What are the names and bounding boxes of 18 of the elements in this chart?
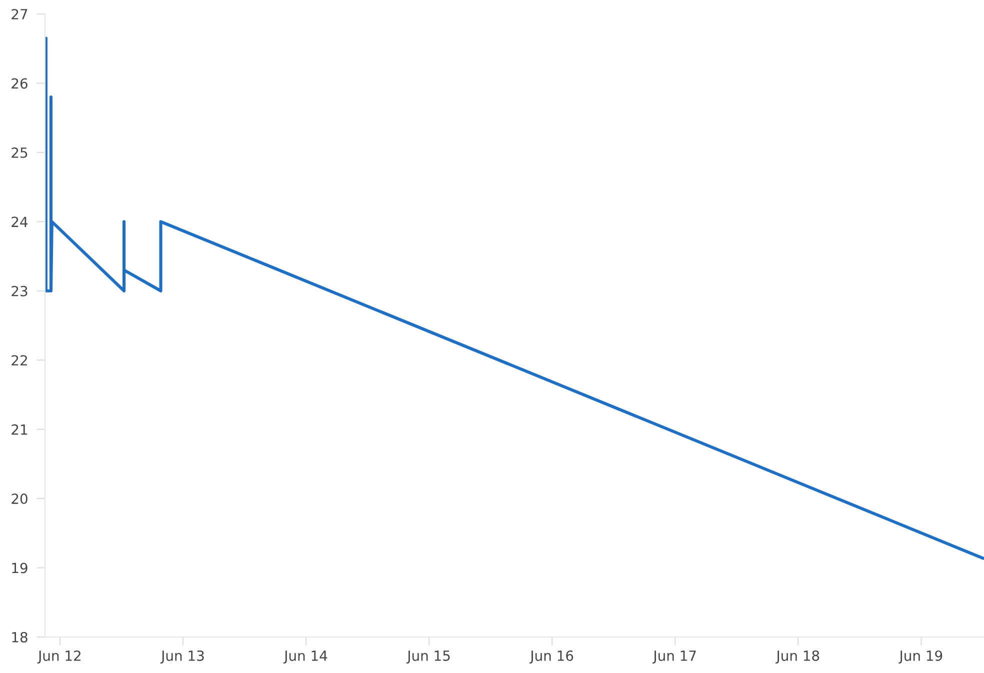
x-tick-label: Jun 19 bbox=[898, 650, 942, 664]
y-tick-label: 27 bbox=[12, 8, 28, 20]
x-tick-label: Jun 15 bbox=[406, 650, 450, 664]
x-tick-label: Jun 13 bbox=[160, 650, 204, 664]
y-tick-label: 23 bbox=[12, 286, 28, 296]
x-tick-label: Jun 18 bbox=[776, 650, 820, 664]
y-tick-label: 25 bbox=[12, 147, 28, 158]
x-tick-label: Jun 17 bbox=[652, 650, 696, 664]
y-tick-label: 26 bbox=[12, 78, 28, 89]
y-tick-label: 20 bbox=[12, 494, 28, 504]
x-tick-label: Jun 14 bbox=[283, 650, 328, 664]
x-tick-label: Jun 16 bbox=[529, 650, 574, 664]
y-tick-label: 22 bbox=[12, 355, 27, 366]
y-tick-label: 24 bbox=[12, 216, 28, 227]
y-tick-label: 19 bbox=[12, 562, 28, 574]
x-tick-label: Jun 12 bbox=[37, 650, 80, 664]
y-tick-label: 21 bbox=[12, 424, 28, 435]
y-tick-label: 18 bbox=[12, 632, 28, 642]
